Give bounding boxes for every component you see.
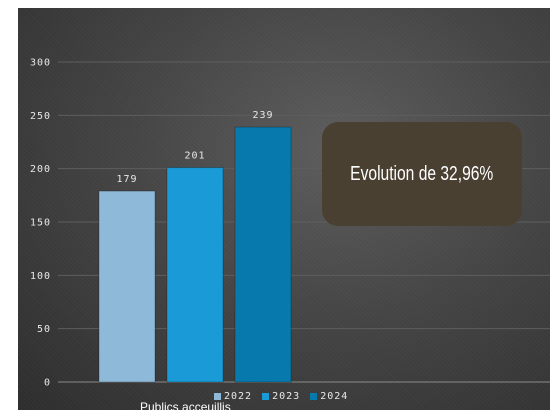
legend-label: 2022 [224,391,253,402]
data-label-2024: 239 [252,110,273,121]
legend-label: 2023 [272,391,301,402]
legend-item-2022: 2022 [214,391,252,402]
bar-chart: 0 50 100 150 200 250 300 179 201 239 [30,58,550,389]
legend-label: 2024 [320,391,349,402]
legend-item-2023: 2023 [262,391,300,402]
y-tick-label: 150 [30,218,51,229]
y-tick-label: 0 [44,378,51,389]
y-tick-label: 200 [30,164,51,175]
y-tick-label: 50 [37,324,51,335]
y-tick-label: 300 [30,58,51,69]
annotation-text: Evolution de 32,96% [350,162,494,185]
data-labels: 179 201 239 [116,110,273,185]
legend-swatch [310,393,318,400]
category-label: Publics acceuillis [140,400,231,410]
legend-item-2024: 2024 [310,391,348,402]
y-axis-ticks: 0 50 100 150 200 250 300 [30,58,51,389]
data-label-2023: 201 [184,151,205,162]
chart-area: 0 50 100 150 200 250 300 179 201 239 Evolution d… [18,8,550,410]
legend: 2022 2023 2024 [214,391,348,402]
annotation-callout: Evolution de 32,96% [322,122,522,226]
bars [98,126,292,383]
data-label-2022: 179 [116,174,137,185]
bar-2022 [98,190,156,383]
bar-2023 [166,167,224,383]
y-tick-label: 250 [30,111,51,122]
legend-swatch [214,393,221,400]
bar-2024 [234,126,292,383]
y-tick-label: 100 [30,271,51,282]
legend-swatch [262,393,270,400]
